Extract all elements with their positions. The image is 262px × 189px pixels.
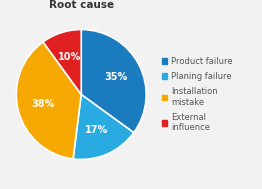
Wedge shape [43,29,81,94]
Text: 17%: 17% [85,125,108,135]
Title: Root cause: Root cause [49,0,114,10]
Text: 35%: 35% [104,72,128,82]
Wedge shape [16,42,81,159]
Legend: Product failure, Planing failure, Installation
mistake, External
influence: Product failure, Planing failure, Instal… [162,57,232,132]
Text: 10%: 10% [58,52,81,62]
Wedge shape [81,29,146,133]
Wedge shape [73,94,134,160]
Text: 38%: 38% [32,99,55,109]
